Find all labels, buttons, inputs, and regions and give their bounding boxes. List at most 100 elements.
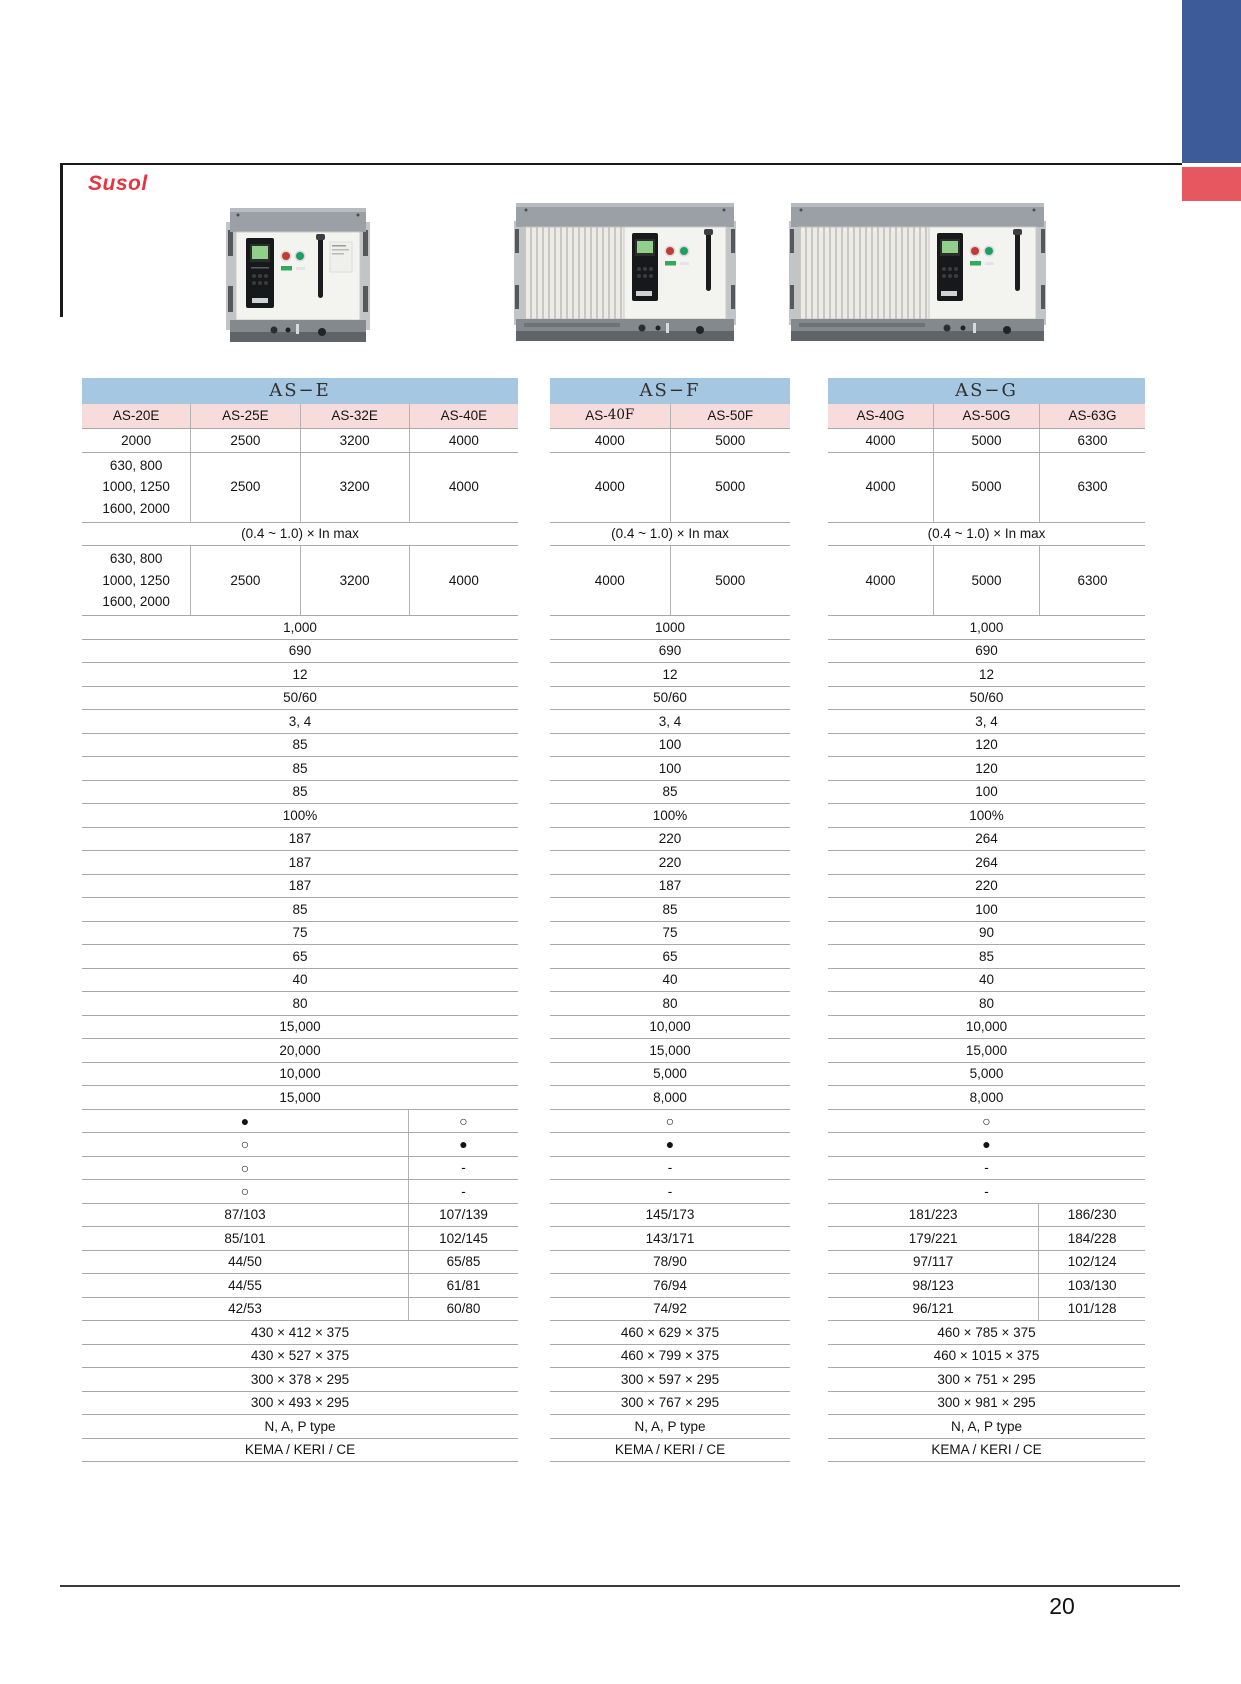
breaking-capacity-row: 85/101 102/145 xyxy=(82,1227,518,1251)
value-cell: 101/128 xyxy=(1067,1301,1117,1316)
value-cell: ○ xyxy=(459,1112,468,1129)
value-cell: 44/55 xyxy=(82,1274,409,1297)
dimension-row: 460 × 1015 × 375 xyxy=(828,1345,1145,1368)
breaker-photo-as-g xyxy=(789,197,1046,357)
value-cell: 3200 xyxy=(301,429,410,452)
value-cell: ○ xyxy=(82,1133,409,1156)
value-row: 10,000 xyxy=(828,1016,1145,1039)
breaking-capacity-row: 96/121 101/128 xyxy=(828,1297,1145,1321)
value-row: 187 xyxy=(82,851,518,875)
breaking-capacity-row: 97/117 102/124 xyxy=(828,1250,1145,1274)
rated-current-row-2: 4000 5000 xyxy=(550,546,790,616)
value-cell: 42/53 xyxy=(82,1297,409,1320)
breaking-capacity-row: 78/90 xyxy=(550,1251,790,1274)
value-row: 8,000 xyxy=(828,1086,1145,1110)
option-row: - xyxy=(550,1180,790,1204)
value-row: 20,000 xyxy=(82,1039,518,1063)
value-cell: 184/228 xyxy=(1067,1230,1117,1246)
model-header-cell: AS-50G xyxy=(934,404,1040,428)
value-row: 264 xyxy=(828,851,1145,875)
value-row: 80 xyxy=(82,992,518,1016)
value-cell: 179/221 xyxy=(828,1227,1040,1250)
rated-current-row-2: 630, 800 1000, 1250 1600, 2000 2500 3200 4000 xyxy=(82,546,518,616)
value-row: 1,000 xyxy=(82,616,518,640)
value-row: 1,000 xyxy=(828,616,1145,640)
table-title: AS−E xyxy=(82,378,518,404)
value-cell: 96/121 xyxy=(828,1297,1040,1320)
frame-current-row: 4000 5000 xyxy=(550,429,790,453)
breaker-illustration xyxy=(514,203,736,341)
breaking-capacity-row: 44/55 61/81 xyxy=(82,1274,518,1298)
value-row: 15,000 xyxy=(82,1086,518,1110)
value-row: 75 xyxy=(550,922,790,945)
value-row: 3, 4 xyxy=(828,710,1145,734)
option-row: ○ - xyxy=(82,1156,518,1180)
value-cell: ○ xyxy=(82,1180,409,1203)
value-cell: 2500 xyxy=(191,429,301,452)
value-cell: 5000 xyxy=(934,452,1040,522)
value-row: 85 xyxy=(828,945,1145,969)
table-title: AS−G xyxy=(828,378,1145,404)
value-row: 12 xyxy=(828,663,1145,687)
corner-tab-blue xyxy=(1182,0,1241,163)
value-cell: 98/123 xyxy=(828,1274,1040,1297)
value-cell: 5000 xyxy=(934,429,1040,452)
value-row: 100% xyxy=(550,804,790,828)
value-row: 264 xyxy=(828,828,1145,851)
value-cell: 6300 xyxy=(1077,479,1108,495)
dimension-row: 460 × 799 × 375 xyxy=(550,1345,790,1368)
value-cell: 6300 xyxy=(1077,572,1108,588)
value-cell: ● xyxy=(459,1136,468,1153)
value-row: 15,000 xyxy=(828,1039,1145,1063)
value-row: 100 xyxy=(828,898,1145,922)
model-header-cell: AS-20E xyxy=(82,404,192,428)
value-cell: 2500 xyxy=(191,452,301,522)
value-cell: - xyxy=(461,1183,466,1199)
value-cell: 4000 xyxy=(828,452,934,522)
model-header-cell: AS-40G xyxy=(828,404,934,428)
option-row: ● ○ xyxy=(82,1109,518,1133)
value-row: 85 xyxy=(550,781,790,804)
breaking-capacity-row: 145/173 xyxy=(550,1204,790,1227)
spec-table-as-g: AS−G AS-40G AS-50G AS-63G 4000 5000 6300 4000 50… xyxy=(828,378,1145,1462)
option-row: ○ ● xyxy=(82,1133,518,1157)
value-row: 100% xyxy=(82,804,518,828)
breaker-illustration xyxy=(789,203,1046,341)
option-row: ○ - xyxy=(82,1180,518,1204)
value-row: 220 xyxy=(828,875,1145,898)
value-row: 220 xyxy=(550,828,790,851)
value-row: 40 xyxy=(550,969,790,992)
spec-table-as-f: AS−F AS- 40F AS-50F 4000 5000 4000 5000 (0.4 ~ … xyxy=(550,378,790,1462)
value-row: 5,000 xyxy=(828,1063,1145,1086)
setting-range-row: (0.4 ~ 1.0) × In max xyxy=(550,523,790,546)
option-row: - xyxy=(828,1180,1145,1204)
breaking-capacity-row: 42/53 60/80 xyxy=(82,1297,518,1321)
value-row: 120 xyxy=(828,734,1145,757)
value-row: 50/60 xyxy=(828,687,1145,710)
value-cell: 85/101 xyxy=(82,1227,409,1250)
value-cell: 181/223 xyxy=(828,1203,1040,1226)
dimension-row: 300 × 981 × 295 xyxy=(828,1392,1145,1415)
value-row: 15,000 xyxy=(550,1039,790,1063)
option-row: - xyxy=(550,1157,790,1180)
value-cell: 4000 xyxy=(448,479,479,495)
value-row: 187 xyxy=(82,828,518,851)
spec-table-as-e: AS−E AS-20E AS-25E AS-32E AS-40E 2000 2500 3200… xyxy=(82,378,518,1462)
breaking-capacity-row: 74/92 xyxy=(550,1298,790,1321)
value-row: 80 xyxy=(550,992,790,1016)
model-header-cell: AS- 40F xyxy=(550,404,671,428)
type-row: N, A, P type xyxy=(550,1415,790,1439)
value-cell: 4000 xyxy=(550,546,671,615)
value-row: 12 xyxy=(550,663,790,687)
dimension-row: 300 × 493 × 295 xyxy=(82,1392,518,1415)
value-cell: 97/117 xyxy=(828,1250,1040,1273)
value-row: 65 xyxy=(550,945,790,969)
value-row: 690 xyxy=(550,640,790,663)
rated-current-row: 4000 5000 6300 xyxy=(828,452,1145,523)
table-title: AS−F xyxy=(550,378,790,404)
value-cell: 102/145 xyxy=(439,1230,488,1246)
breaking-capacity-row: 143/171 xyxy=(550,1227,790,1251)
value-cell: 102/124 xyxy=(1067,1254,1117,1269)
value-cell: 103/130 xyxy=(1067,1277,1117,1293)
